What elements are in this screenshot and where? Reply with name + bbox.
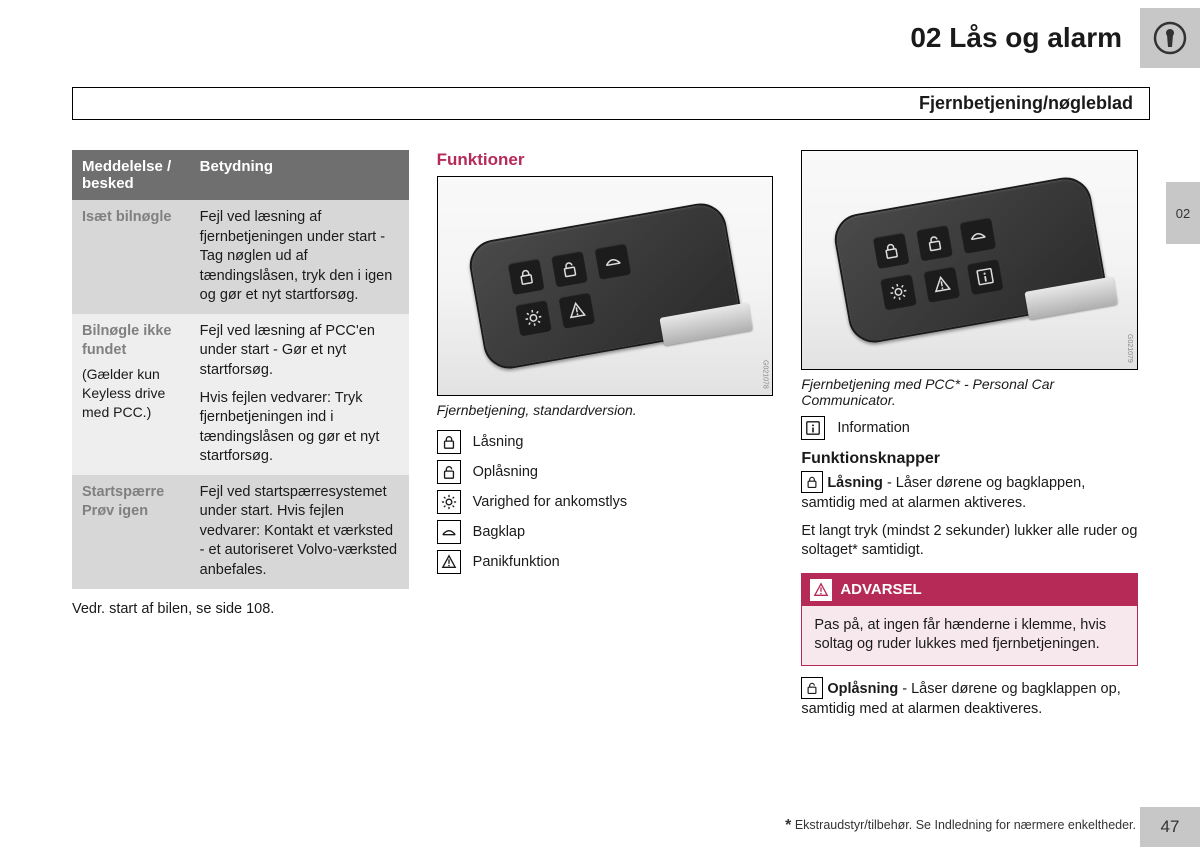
lock-icon (801, 471, 823, 493)
key-figure-pcc: G021079 (801, 150, 1138, 370)
page-footer: * Ekstraudstyr/tilbehør. Se Indledning f… (0, 807, 1200, 847)
warning-title: ADVARSEL (840, 581, 921, 598)
function-label: Bagklap (473, 524, 525, 540)
lock-description: Låsning - Låser dørene og bagklappen, sa… (801, 472, 1138, 514)
message-label-cell: Isæt bilnøgle (72, 200, 190, 314)
section-title: Fjernbetjening/nøgleblad (72, 87, 1150, 120)
light-icon (437, 490, 461, 514)
table-header-col1: Meddelelse / besked (72, 150, 190, 200)
function-row: Varighed for ankomstlys (437, 490, 774, 514)
lock-extra: Et langt tryk (mindst 2 sekunder) lukker… (801, 522, 1138, 561)
warning-body: Pas på, at ingen får hænderne i klemme, … (802, 606, 1137, 665)
page-number: 47 (1140, 807, 1200, 847)
keyhole-icon (1153, 21, 1187, 55)
chapter-header: 02 Lås og alarm (910, 8, 1200, 68)
figure-caption-standard: Fjernbetjening, standardversion. (437, 402, 774, 418)
info-icon (801, 416, 825, 440)
function-row: Låsning (437, 430, 774, 454)
figure-id-pcc: G021079 (1126, 334, 1133, 363)
meaning-paragraph: Fejl ved startspærresystemet under start… (200, 483, 399, 581)
warning-triangle-icon (810, 579, 832, 601)
panic-icon (437, 550, 461, 574)
info-icon-row: Information (801, 416, 1138, 440)
function-label: Oplåsning (473, 464, 538, 480)
funktionsknapper-heading: Funktionsknapper (801, 450, 1138, 468)
function-row: Oplåsning (437, 460, 774, 484)
warning-box: ADVARSEL Pas på, at ingen får hænderne i… (801, 573, 1138, 666)
info-label: Information (837, 420, 910, 436)
messages-table: Meddelelse / besked Betydning Isæt bilnø… (72, 150, 409, 589)
function-label: Panikfunktion (473, 554, 560, 570)
trunk-icon (437, 520, 461, 544)
message-label: Bilnøgle ikke fundet (82, 323, 171, 359)
figure-caption-pcc: Fjernbetjening med PCC* - Personal Car C… (801, 376, 1138, 408)
unlock-icon (801, 677, 823, 699)
chapter-title: 02 Lås og alarm (910, 22, 1140, 54)
key-figure-standard: G021078 (437, 176, 774, 396)
chapter-icon-box (1140, 8, 1200, 68)
table-row: Bilnøgle ikke fundet (Gælder kun Keyless … (72, 314, 409, 475)
column-1: Meddelelse / besked Betydning Isæt bilnø… (72, 150, 409, 787)
meaning-paragraph: Fejl ved læsning af PCC'en under start -… (200, 322, 399, 381)
table-header-col2: Betydning (190, 150, 409, 200)
function-row: Panikfunktion (437, 550, 774, 574)
function-label: Låsning (473, 434, 524, 450)
meaning-paragraph: Hvis fejlen vedvarer: Tryk fjernbetjenin… (200, 389, 399, 467)
column-3: G021079 Fjernbetjening med PCC* - Person… (801, 150, 1138, 787)
message-label-cell: Bilnøgle ikke fundet (Gælder kun Keyless … (72, 314, 190, 475)
meaning-cell: Fejl ved startspærresystemet under start… (190, 475, 409, 589)
message-label: Startspærre Prøv igen (82, 484, 164, 520)
meaning-paragraph: Fejl ved læsning af fjernbetjeningen und… (200, 208, 399, 306)
warning-header: ADVARSEL (802, 574, 1137, 606)
function-icon-list: Låsning Oplåsning Varighed for ankomstlys B… (437, 430, 774, 574)
message-label-cell: Startspærre Prøv igen (72, 475, 190, 589)
function-row: Bagklap (437, 520, 774, 544)
column-2: Funktioner G021078 Fjernbetjening, stand… (437, 150, 774, 787)
message-label: Isæt bilnøgle (82, 209, 171, 225)
funktioner-heading: Funktioner (437, 150, 774, 170)
side-tab: 02 (1166, 182, 1200, 244)
message-sublabel: (Gælder kun Keyless drive med PCC.) (82, 365, 180, 422)
table-row: Isæt bilnøgle Fejl ved læsning af fjernbe… (72, 200, 409, 314)
table-row: Startspærre Prøv igen Fejl ved startspærr… (72, 475, 409, 589)
function-label: Varighed for ankomstlys (473, 494, 627, 510)
footnote: * Ekstraudstyr/tilbehør. Se Indledning f… (785, 817, 1136, 835)
meaning-cell: Fejl ved læsning af fjernbetjeningen und… (190, 200, 409, 314)
meaning-cell: Fejl ved læsning af PCC'en under start -… (190, 314, 409, 475)
unlock-description: Oplåsning - Låser dørene og bagklappen o… (801, 678, 1138, 720)
figure-id: G021078 (761, 360, 768, 389)
lock-icon (437, 430, 461, 454)
table-footnote: Vedr. start af bilen, se side 108. (72, 601, 409, 617)
unlock-icon (437, 460, 461, 484)
